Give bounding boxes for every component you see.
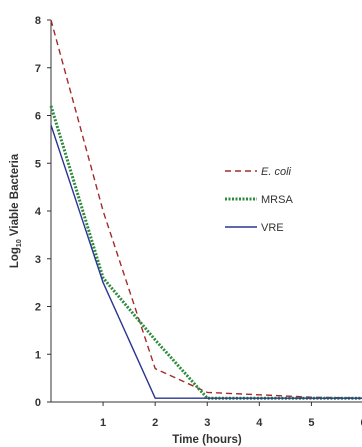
y-axis-title-main: Log — [9, 247, 21, 268]
y-axis-title-subscript: 10 — [16, 239, 23, 247]
x-axis-title: Time (hours) — [172, 434, 242, 446]
x-tick-label: 1 — [100, 417, 106, 429]
y-axis-title: Log10 Viable Bacteria — [9, 153, 23, 268]
series-line-mrsa — [49, 105, 362, 400]
y-tick-label: 2 — [35, 302, 41, 314]
y-tick-label: 3 — [35, 254, 41, 266]
axes — [50, 20, 362, 403]
y-tick-label: 4 — [35, 206, 42, 218]
y-tick-label: 0 — [35, 397, 41, 409]
series-layer — [49, 19, 362, 400]
x-ticks: 1 2 3 4 5 6 — [100, 402, 362, 429]
y-tick-label: 1 — [35, 349, 41, 361]
x-tick-label: 3 — [204, 417, 210, 429]
y-tick-label: 8 — [35, 15, 41, 27]
legend-label: VRE — [261, 222, 284, 234]
series-line-vre — [50, 124, 362, 399]
y-axis-title-rest: Viable Bacteria — [9, 153, 21, 239]
x-tick-label: 6 — [360, 417, 362, 429]
x-tick-label: 5 — [308, 417, 314, 429]
x-tick-label: 4 — [256, 417, 263, 429]
legend: E. coli MRSA VRE — [225, 166, 293, 234]
legend-label: MRSA — [261, 194, 293, 206]
y-tick-label: 7 — [35, 63, 41, 75]
x-tick-label: 2 — [152, 417, 158, 429]
legend-label: E. coli — [261, 166, 292, 178]
y-tick-label: 6 — [35, 111, 41, 123]
series-line-e-coli — [50, 19, 362, 399]
y-tick-label: 5 — [35, 158, 41, 170]
y-ticks: 0 1 2 3 4 5 6 7 8 — [35, 15, 51, 409]
